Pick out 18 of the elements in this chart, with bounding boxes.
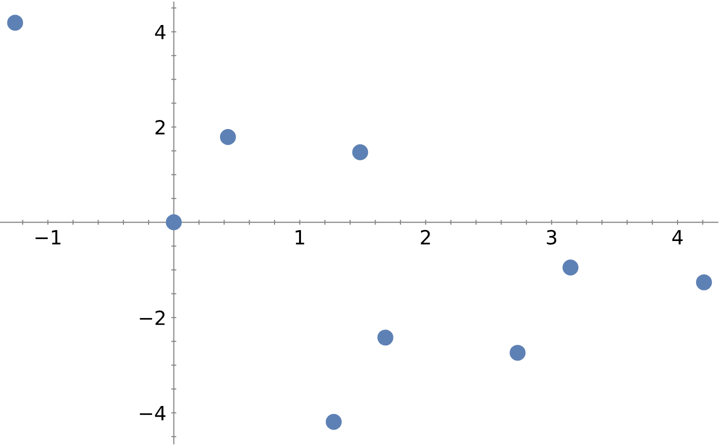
point (220, 129, 236, 146)
y-tick-label: −4 (140, 406, 166, 420)
y-tick-label: 4 (155, 24, 166, 40)
x-tick-label: 3 (546, 230, 556, 245)
y-tick-label: −2 (140, 310, 165, 325)
x-tick-label: 4 (672, 230, 683, 244)
point (7, 14, 24, 31)
point (377, 330, 394, 346)
point (166, 214, 182, 230)
x-tick-label: −1 (36, 230, 60, 244)
point (510, 344, 526, 361)
x-tick-label: 2 (420, 230, 430, 244)
y-tick-label: 2 (156, 120, 165, 134)
point (326, 414, 342, 430)
x-tick-label: 1 (296, 230, 304, 244)
point (562, 260, 578, 276)
point (352, 144, 368, 160)
point (696, 274, 712, 290)
